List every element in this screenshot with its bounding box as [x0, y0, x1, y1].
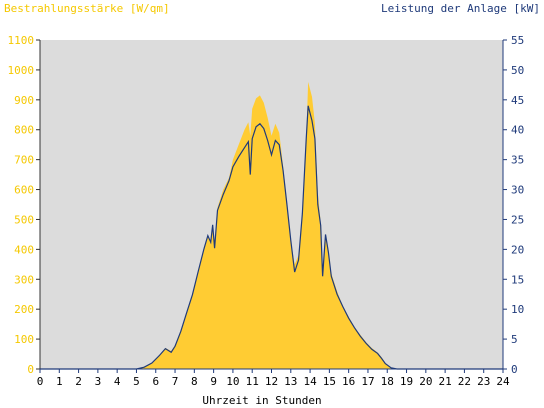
- x-tick-label: 19: [400, 375, 413, 388]
- x-tick-label: 24: [496, 375, 510, 388]
- left-tick-label: 500: [14, 213, 34, 226]
- x-tick-label: 9: [210, 375, 217, 388]
- x-tick-label: 14: [303, 375, 317, 388]
- x-tick-label: 2: [75, 375, 82, 388]
- right-tick-label: 10: [511, 303, 524, 316]
- right-tick-label: 45: [511, 94, 524, 107]
- x-tick-label: 17: [361, 375, 374, 388]
- x-tick-label: 23: [477, 375, 490, 388]
- x-tick-label: 15: [323, 375, 336, 388]
- right-axis-title: Leistung der Anlage [kW]: [381, 2, 540, 15]
- x-tick-label: 12: [265, 375, 278, 388]
- right-tick-label: 15: [511, 273, 524, 286]
- left-tick-label: 100: [14, 333, 34, 346]
- x-tick-label: 16: [342, 375, 355, 388]
- left-tick-label: 400: [14, 243, 34, 256]
- right-tick-label: 40: [511, 124, 524, 137]
- x-tick-label: 21: [439, 375, 452, 388]
- right-tick-label: 25: [511, 213, 524, 226]
- x-tick-label: 1: [56, 375, 63, 388]
- right-tick-label: 0: [511, 363, 518, 376]
- left-tick-label: 600: [14, 184, 34, 197]
- x-tick-label: 22: [458, 375, 471, 388]
- x-tick-label: 5: [133, 375, 140, 388]
- x-tick-label: 11: [246, 375, 259, 388]
- x-tick-label: 7: [172, 375, 179, 388]
- x-tick-label: 0: [37, 375, 44, 388]
- left-tick-label: 300: [14, 273, 34, 286]
- left-tick-label: 700: [14, 154, 34, 167]
- right-tick-label: 20: [511, 243, 524, 256]
- right-tick-label: 30: [511, 184, 524, 197]
- x-tick-label: 10: [226, 375, 239, 388]
- x-tick-label: 18: [381, 375, 394, 388]
- x-tick-label: 20: [419, 375, 432, 388]
- left-tick-label: 800: [14, 124, 34, 137]
- left-axis-title: Bestrahlungsstärke [W/qm]: [4, 2, 170, 15]
- x-tick-label: 8: [191, 375, 198, 388]
- power-line: [40, 105, 503, 370]
- irradiance-area: [40, 81, 503, 370]
- right-tick-label: 35: [511, 154, 524, 167]
- left-tick-label: 1100: [8, 34, 35, 47]
- x-tick-label: 3: [95, 375, 102, 388]
- x-tick-label: 4: [114, 375, 121, 388]
- x-tick-label: 13: [284, 375, 297, 388]
- x-axis-label: Uhrzeit in Stunden: [202, 394, 321, 407]
- left-tick-label: 900: [14, 94, 34, 107]
- left-tick-label: 1000: [8, 64, 35, 77]
- right-tick-label: 55: [511, 34, 524, 47]
- x-tick-label: 6: [152, 375, 159, 388]
- left-tick-label: 0: [27, 363, 34, 376]
- right-tick-label: 5: [511, 333, 518, 346]
- right-tick-label: 50: [511, 64, 524, 77]
- left-tick-label: 200: [14, 303, 34, 316]
